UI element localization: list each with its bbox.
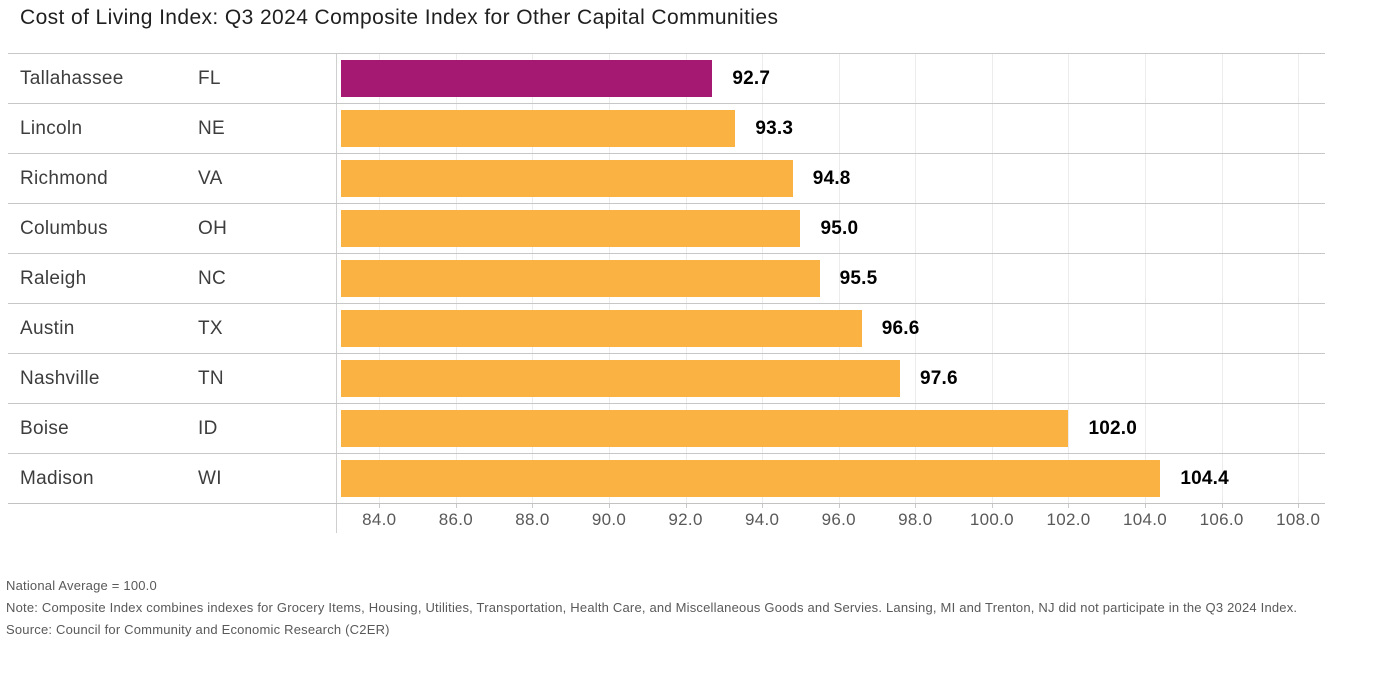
bar: [341, 260, 820, 297]
axis-tick-mark: [379, 503, 381, 508]
x-axis: 84.0 86.0 88.0 90.0 92.0 94.0 96.0 98.0 100.0 102…: [0, 510, 1392, 536]
state-label: NE: [198, 117, 225, 139]
chart-row: Austin TX 96.6: [8, 303, 1325, 353]
axis-tick-mark: [838, 503, 840, 508]
city-label: Lincoln: [20, 117, 83, 139]
city-label: Madison: [20, 467, 94, 489]
chart-row: Columbus OH 95.0: [8, 203, 1325, 253]
vertical-gridline: [1068, 53, 1070, 503]
vertical-gridline: [838, 53, 840, 503]
vertical-gridline: [1298, 53, 1300, 503]
vertical-gridline: [991, 53, 993, 503]
axis-tick-mark: [991, 503, 993, 508]
x-axis-tick-label: 108.0: [1276, 510, 1321, 529]
bar: [341, 310, 862, 347]
x-axis-tick-label: 96.0: [821, 510, 856, 529]
axis-tick-mark: [915, 503, 917, 508]
value-label: 104.4: [1180, 467, 1229, 489]
chart-row: Lincoln NE 93.3: [8, 103, 1325, 153]
value-label: 95.0: [820, 217, 859, 239]
city-label: Tallahassee: [20, 67, 124, 89]
bar-chart: Tallahassee FL 92.7 Lincoln NE 93.3 Richmond VA…: [0, 53, 1392, 533]
bar: [341, 160, 793, 197]
y-axis-line: [336, 53, 337, 533]
city-label: Raleigh: [20, 267, 87, 289]
bar-highlighted: [341, 60, 713, 97]
state-label: ID: [198, 417, 218, 439]
vertical-gridline: [1145, 53, 1147, 503]
chart-title: Cost of Living Index: Q3 2024 Composite …: [20, 6, 779, 29]
city-label: Richmond: [20, 167, 108, 189]
chart-row: Raleigh NC 95.5: [8, 253, 1325, 303]
state-label: FL: [198, 67, 221, 89]
axis-tick-mark: [762, 503, 764, 508]
x-axis-tick-label: 100.0: [969, 510, 1014, 529]
value-label: 94.8: [812, 167, 851, 189]
x-axis-tick-label: 104.0: [1123, 510, 1168, 529]
bar: [341, 360, 900, 397]
vertical-gridline: [1221, 53, 1223, 503]
vertical-gridline: [915, 53, 917, 503]
state-label: OH: [198, 217, 228, 239]
value-label: 102.0: [1088, 417, 1138, 439]
city-label: Columbus: [20, 217, 108, 239]
footnotes: National Average = 100.0 Note: Composite…: [6, 575, 1326, 641]
axis-tick-mark: [1298, 503, 1300, 508]
x-axis-tick-label: 88.0: [515, 510, 550, 529]
bar: [341, 460, 1161, 497]
chart-row: Richmond VA 94.8: [8, 153, 1325, 203]
chart-row: Tallahassee FL 92.7: [8, 53, 1325, 103]
value-label: 95.5: [839, 267, 878, 289]
x-axis-tick-label: 92.0: [668, 510, 703, 529]
axis-tick-mark: [609, 503, 610, 508]
x-axis-tick-label: 84.0: [362, 510, 397, 529]
bar: [341, 210, 801, 247]
source-note: Source: Council for Community and Econom…: [6, 622, 390, 637]
axis-tick-mark: [1145, 503, 1147, 508]
x-axis-tick-label: 102.0: [1046, 510, 1091, 529]
axis-tick-mark: [685, 503, 687, 508]
chart-rows: Tallahassee FL 92.7 Lincoln NE 93.3 Richmond VA…: [8, 53, 1325, 504]
methodology-note: Note: Composite Index combines indexes f…: [6, 600, 1298, 615]
state-label: WI: [198, 467, 222, 489]
value-label: 96.6: [881, 317, 920, 339]
axis-tick-mark: [1068, 503, 1070, 508]
axis-tick-mark: [1221, 503, 1223, 508]
axis-tick-mark: [532, 503, 534, 508]
bar: [341, 410, 1069, 447]
city-label: Nashville: [20, 367, 100, 389]
value-label: 93.3: [755, 117, 794, 139]
x-axis-tick-label: 90.0: [591, 510, 627, 529]
city-label: Boise: [20, 417, 70, 439]
bar: [341, 110, 736, 147]
state-label: VA: [198, 167, 223, 189]
city-label: Austin: [20, 317, 75, 339]
x-axis-tick-label: 106.0: [1199, 510, 1244, 529]
x-axis-tick-label: 86.0: [438, 510, 473, 529]
state-label: TN: [198, 367, 224, 389]
chart-row: Nashville TN 97.6: [8, 353, 1325, 403]
x-axis-tick-label: 98.0: [898, 510, 933, 529]
axis-tick-mark: [455, 503, 457, 508]
value-label: 92.7: [732, 67, 771, 89]
chart-row: Boise ID 102.0: [8, 403, 1325, 453]
state-label: TX: [198, 317, 223, 339]
chart-row: Madison WI 104.4: [8, 453, 1325, 503]
state-label: NC: [198, 267, 227, 289]
x-axis-tick-label: 94.0: [745, 510, 780, 529]
national-average-note: National Average = 100.0: [6, 578, 157, 593]
value-label: 97.6: [920, 367, 958, 389]
